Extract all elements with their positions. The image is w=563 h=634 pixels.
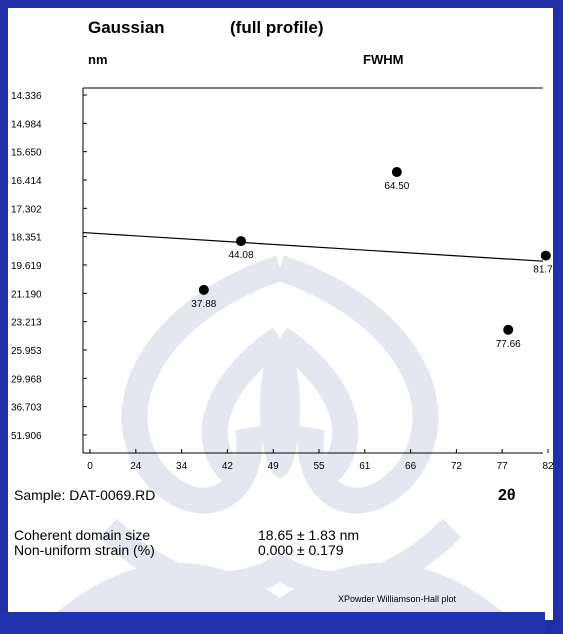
x-tick-label: 0 (87, 461, 93, 472)
x-tick-label: 82 (542, 461, 553, 472)
y-tick-label: 15.650 (11, 148, 42, 159)
y-tick-label: 51.906 (11, 431, 42, 442)
x-axis-symbol: 2θ (498, 487, 516, 504)
data-label: 37.88 (191, 299, 216, 310)
sample-label: Sample: DAT-0069.RD (14, 487, 156, 503)
credit-label: XPowder Williamson-Hall plot (338, 594, 457, 604)
data-label: 64.50 (384, 181, 409, 192)
y-tick-label: 16.414 (11, 176, 42, 187)
x-tick-label: 42 (222, 461, 234, 472)
plot-panel: Gaussian (full profile) nm FWHM 14.336 14… (8, 8, 553, 620)
x-tick-label: 72 (451, 461, 463, 472)
data-label: 77.66 (496, 339, 521, 350)
data-label: 81.76 (533, 265, 553, 276)
data-point (236, 236, 247, 247)
y-tick-label: 19.619 (11, 261, 42, 272)
y-tick-label: 14.984 (11, 119, 42, 130)
x-tick-label: 49 (268, 461, 280, 472)
domain-size-label: Coherent domain size (14, 527, 151, 543)
x-tick-label: 55 (313, 461, 325, 472)
y-tick-label: 25.953 (11, 346, 42, 357)
strain-value: 0.000 ± 0.179 (258, 542, 344, 558)
x-tick-label: 66 (405, 461, 417, 472)
y-tick-label: 14.336 (11, 91, 42, 102)
data-point (198, 284, 209, 295)
data-label: 44.08 (228, 250, 253, 261)
y-tick-label: 36.703 (11, 403, 42, 414)
y-tick-label: 29.968 (11, 374, 42, 385)
fit-line (82, 231, 544, 262)
y-quantity-label: FWHM (363, 52, 404, 67)
data-point (503, 324, 514, 335)
data-point (540, 250, 551, 261)
scatter-plot: 14.336 14.984 15.650 16.414 17.302 18.351 19.6… (11, 87, 553, 472)
strain-label: Non-uniform strain (%) (14, 542, 155, 558)
x-tick-label: 61 (359, 461, 371, 472)
x-tick-label: 77 (497, 461, 509, 472)
y-tick-label: 23.213 (11, 318, 42, 329)
chart-title: Gaussian (88, 18, 165, 37)
domain-size-value: 18.65 ± 1.83 nm (258, 527, 360, 543)
chart-subtitle: (full profile) (230, 18, 324, 37)
x-tick-label: 34 (176, 461, 188, 472)
data-point (391, 167, 402, 178)
y-tick-label: 18.351 (11, 233, 42, 244)
window-bottom-band (0, 612, 545, 634)
x-tick-label: 24 (130, 461, 142, 472)
y-tick-label: 17.302 (11, 204, 42, 215)
y-tick-label: 21.190 (11, 289, 42, 300)
y-unit-label: nm (88, 52, 108, 67)
